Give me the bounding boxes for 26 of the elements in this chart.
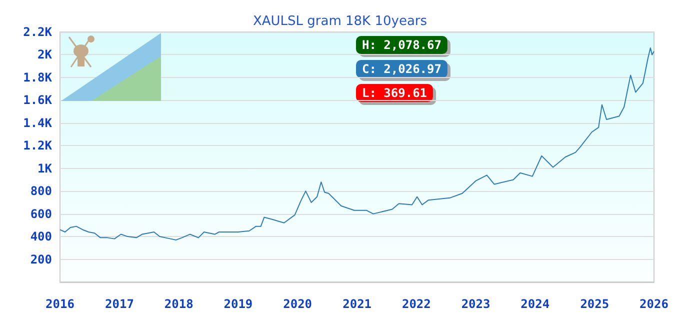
x-tick-label: 2026	[640, 297, 668, 311]
y-tick-label: 600	[30, 206, 52, 221]
y-tick-label: 800	[30, 184, 52, 198]
y-tick-label: 2K	[38, 48, 53, 62]
x-tick-label: 2017	[105, 297, 134, 311]
x-tick-label: 2023	[461, 297, 490, 311]
y-tick-label: 1.2K	[23, 138, 53, 153]
x-tick-label: 2024	[520, 297, 550, 311]
y-tick-label: 2.2K	[23, 25, 53, 39]
chart-title: XAULSL gram 18K 10years	[252, 14, 428, 29]
y-tick-label: 200	[30, 252, 52, 266]
y-tick-label: 1.4K	[23, 116, 53, 130]
y-tick-label: 400	[30, 230, 52, 244]
y-tick-label: 1.8K	[23, 70, 53, 84]
x-tick-label: 2020	[283, 297, 312, 311]
y-tick-label: 1K	[38, 161, 53, 176]
x-tick-label: 2021	[342, 297, 372, 311]
annotation: C: 2,026.97	[362, 62, 442, 76]
x-tick-label: 2019	[224, 297, 253, 311]
annotation: H: 2,078.67	[362, 38, 442, 52]
annotation: L: 369.61	[362, 86, 428, 100]
x-tick-label: 2016	[46, 297, 74, 311]
x-tick-label: 2025	[580, 297, 610, 311]
x-tick-label: 2022	[402, 297, 431, 311]
y-tick-label: 1.6K	[23, 93, 53, 108]
x-tick-label: 2018	[164, 297, 194, 311]
